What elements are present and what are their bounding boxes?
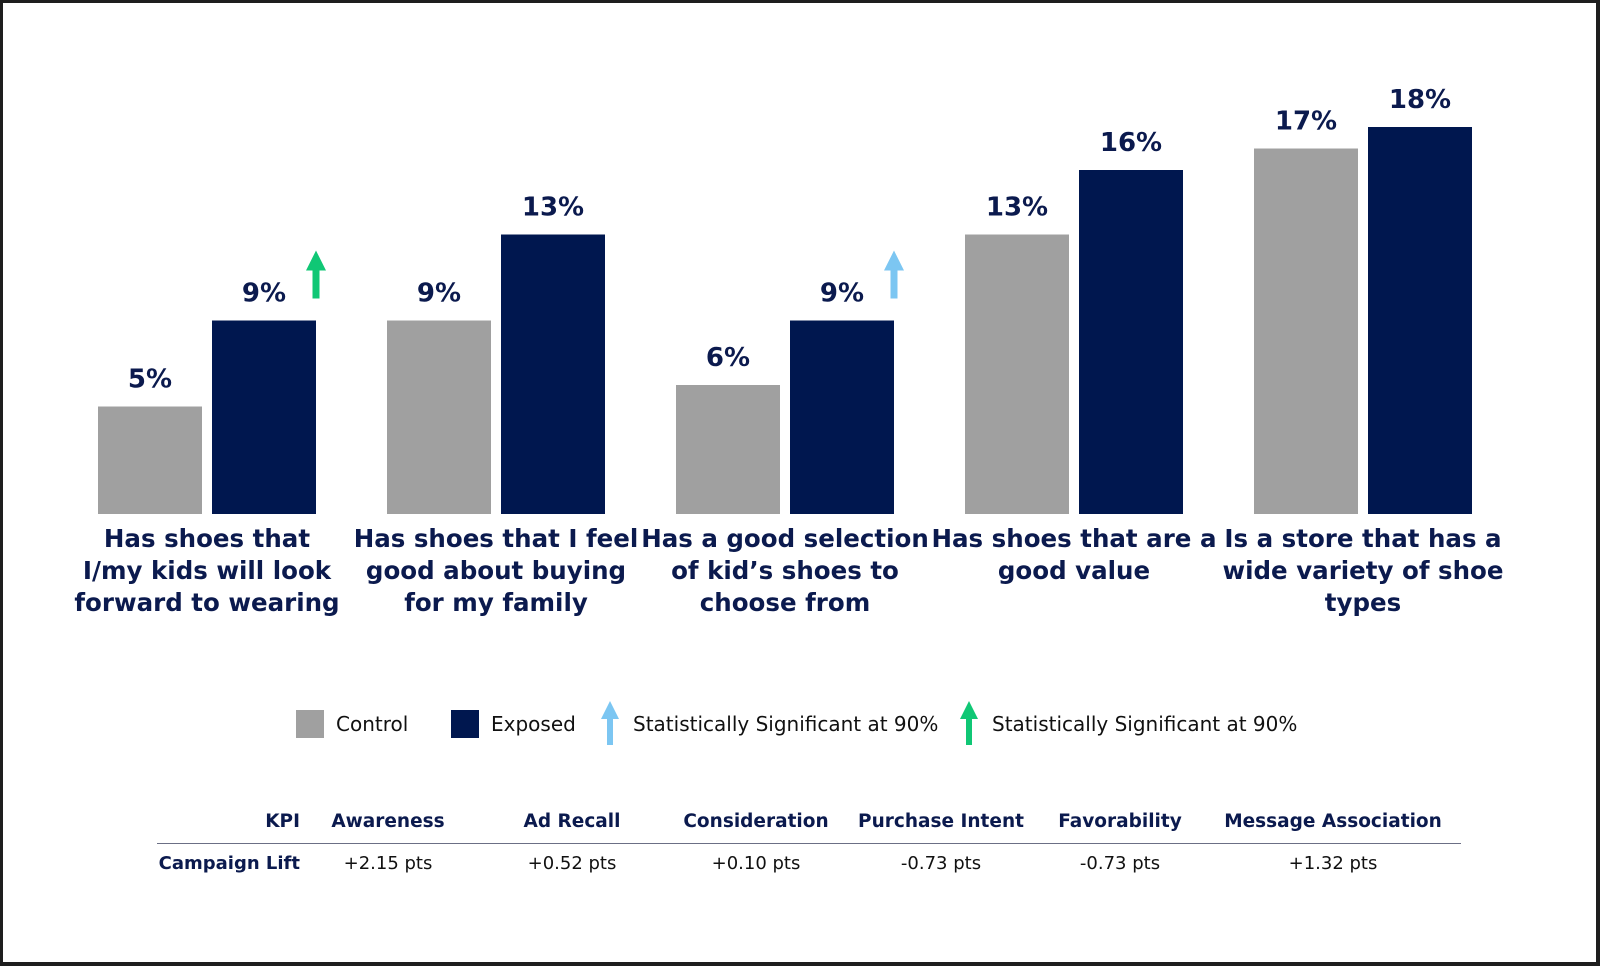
legend-item-significant-blue: Statistically Significant at 90% [599, 699, 938, 749]
control-swatch [296, 710, 324, 738]
control-value-label-3: 6% [706, 343, 750, 373]
kpi-value-purchase-intent: -0.73 pts [900, 853, 982, 874]
kpi-value-row: Campaign Lift +2.15 pts +0.52 pts +0.10 … [157, 853, 1461, 887]
kpi-col-ad-recall: Ad Recall [523, 811, 621, 832]
kpi-col-message-association: Message Association [1224, 811, 1442, 832]
category-label-4: Has shoes that are a good value [932, 524, 1217, 585]
legend-label-significant-blue: Statistically Significant at 90% [633, 712, 939, 736]
kpi-table: KPI Awareness Ad Recall Consideration Pu… [157, 811, 1461, 887]
legend-label-control: Control [336, 712, 409, 736]
category-label-2: Has shoes that I feel good about buying fo… [354, 524, 639, 617]
exposed-value-label-5: 18% [1389, 85, 1451, 115]
exposed-value-label-4: 16% [1100, 128, 1162, 158]
legend-item-exposed: Exposed [451, 699, 576, 749]
control-value-label-5: 17% [1275, 107, 1337, 137]
control-value-label-1: 5% [128, 365, 172, 395]
category-label-5: Is a store that has a wide variety of sho… [1222, 524, 1503, 617]
exposed-value-label-2: 13% [522, 193, 584, 223]
kpi-value-consideration: +0.10 pts [711, 853, 801, 874]
exposed-bar-5 [1368, 127, 1472, 514]
category-label-3: Has a good selection of kid’s shoes to cho… [641, 524, 929, 617]
kpi-value-awareness: +2.15 pts [343, 853, 433, 874]
kpi-value-message-association: +1.32 pts [1288, 853, 1378, 874]
kpi-col-awareness: Awareness [331, 811, 445, 832]
legend: Control Exposed Statistically Significan… [3, 699, 1600, 749]
kpi-col-favorability: Favorability [1058, 811, 1182, 832]
kpi-value-ad-recall: +0.52 pts [527, 853, 617, 874]
up-arrow-icon [601, 701, 619, 745]
kpi-header-row: KPI Awareness Ad Recall Consideration Pu… [157, 811, 1461, 845]
control-bar-4 [965, 234, 1069, 514]
control-value-label-4: 13% [986, 193, 1048, 223]
up-arrow-icon [960, 701, 978, 745]
kpi-col-consideration: Consideration [683, 811, 829, 832]
control-bar-5 [1254, 148, 1358, 514]
exposed-bar-4 [1079, 170, 1183, 514]
exposed-bar-2 [501, 234, 605, 514]
exposed-swatch [451, 710, 479, 738]
exposed-value-label-3: 9% [820, 279, 864, 309]
significance-arrow-icon-1 [306, 250, 326, 299]
exposed-bar-3 [790, 320, 894, 514]
control-value-label-2: 9% [417, 279, 461, 309]
category-label-1: Has shoes that I/my kids will look forward… [74, 524, 339, 617]
legend-item-significant-green: Statistically Significant at 90% [958, 699, 1297, 749]
significance-arrow-icon-3 [884, 250, 904, 299]
kpi-header-label: KPI [265, 811, 300, 832]
kpi-col-purchase-intent: Purchase Intent [858, 811, 1024, 832]
control-bar-2 [387, 320, 491, 514]
legend-label-exposed: Exposed [491, 712, 576, 736]
kpi-value-favorability: -0.73 pts [1079, 853, 1161, 874]
legend-label-significant-green: Statistically Significant at 90% [992, 712, 1298, 736]
exposed-bar-1 [212, 320, 316, 514]
kpi-divider [157, 843, 1461, 844]
kpi-row-label: Campaign Lift [158, 853, 300, 874]
control-bar-1 [98, 406, 202, 514]
legend-item-control: Control [296, 699, 408, 749]
bar-chart: 5% 9% Has shoes that I/my kids will look for… [74, 85, 1503, 617]
control-bar-3 [676, 385, 780, 514]
exposed-value-label-1: 9% [242, 279, 286, 309]
